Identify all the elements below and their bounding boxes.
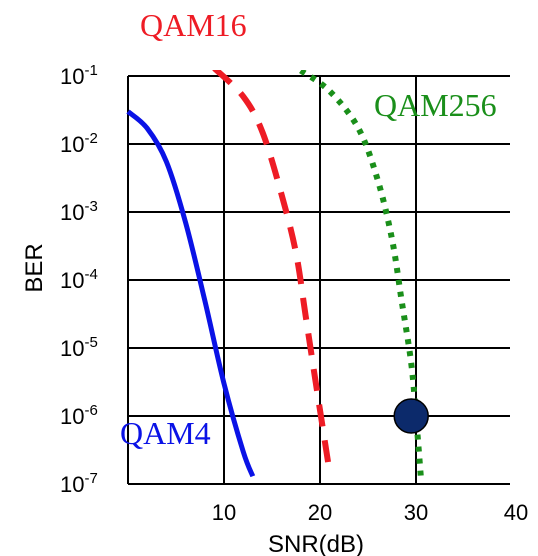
y-tick-base: 10 [60, 268, 84, 293]
series-layer [126, 70, 429, 478]
x-tick-label: 30 [404, 500, 428, 525]
y-tick-base: 10 [60, 64, 84, 89]
y-tick-exponent: -4 [84, 266, 97, 283]
series-label-qam256: QAM256 [374, 87, 497, 123]
y-tick-base: 10 [60, 200, 84, 225]
y-tick-base: 10 [60, 404, 84, 429]
x-axis-label: SNR(dB) [268, 531, 364, 556]
series-label-qam16: QAM16 [140, 7, 247, 43]
y-tick-label: 10-2 [60, 130, 98, 157]
series-line-qam16 [212, 70, 333, 473]
y-tick-label: 10-7 [60, 470, 98, 497]
y-tick-label: 10-6 [60, 402, 98, 429]
x-tick-label: 40 [504, 500, 528, 525]
operating-point-marker [393, 398, 429, 434]
y-tick-exponent: -7 [84, 470, 97, 487]
y-tick-label: 10-1 [60, 62, 98, 89]
series-line-qam4 [126, 109, 256, 478]
y-tick-exponent: -3 [84, 198, 97, 215]
y-tick-base: 10 [60, 472, 84, 497]
y-tick-base: 10 [60, 132, 84, 157]
y-tick-base: 10 [60, 336, 84, 361]
y-axis-label: BER [21, 243, 48, 292]
y-tick-exponent: -2 [84, 130, 97, 147]
y-tick-label: 10-4 [60, 266, 98, 293]
y-tick-exponent: -5 [84, 334, 97, 351]
y-tick-label: 10-3 [60, 198, 98, 225]
x-tick-label: 20 [308, 500, 332, 525]
series-label-qam4: QAM4 [120, 415, 211, 451]
y-tick-exponent: -6 [84, 402, 97, 419]
y-tick-label: 10-5 [60, 334, 98, 361]
y-tick-exponent: -1 [84, 62, 97, 79]
x-tick-label: 10 [212, 500, 236, 525]
